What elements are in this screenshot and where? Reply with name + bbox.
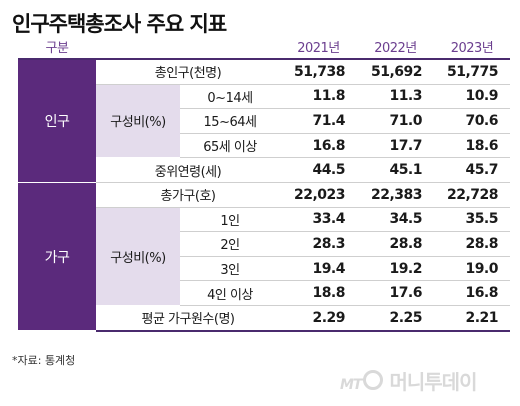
table-header: 구분 2021년 2022년 2023년	[18, 34, 510, 60]
value-cell: 2.21	[434, 305, 510, 332]
value-cell: 51,692	[357, 59, 434, 85]
value-cell: 18.8	[280, 280, 357, 306]
table-row: 인구 총인구(천명) 51,738 51,692 51,775	[18, 59, 510, 183]
value-cell: 22,728	[434, 182, 510, 208]
table-row: 4인 이상 18.8 17.6 16.8	[18, 280, 510, 306]
row-label-median-age: 중위연령(세)	[96, 157, 280, 183]
watermark-logo: MT 머니투데이	[340, 366, 477, 395]
table-row: 2인 28.3 28.8 28.8	[18, 231, 510, 257]
row-label-hh-4: 4인 이상	[180, 280, 280, 306]
row-label-age-15-64: 15~64세	[180, 108, 280, 134]
header-gubun: 구분	[18, 34, 96, 60]
table-row: 15~64세 71.4 71.0 70.6	[18, 108, 510, 134]
value-cell: 18.6	[434, 133, 510, 159]
value-cell: 45.7	[434, 157, 510, 183]
row-label-avg-hh: 평균 가구원수(명)	[96, 305, 280, 332]
value-cell: 19.4	[280, 256, 357, 282]
value-cell: 22,023	[280, 182, 357, 208]
indicator-table: 구분 2021년 2022년 2023년 인구 총인구(천명) 51,738 5…	[18, 34, 510, 332]
value-cell: 17.7	[357, 133, 434, 159]
subgroup-pop-ratio: 구성비(%)	[96, 84, 180, 159]
value-cell: 45.1	[357, 157, 434, 183]
row-label-total-pop: 총인구(천명)	[96, 59, 280, 85]
value-cell: 10.9	[434, 84, 510, 110]
value-cell: 19.0	[434, 256, 510, 282]
value-cell: 35.5	[434, 207, 510, 233]
value-cell: 51,738	[280, 59, 357, 85]
value-cell: 28.3	[280, 231, 357, 257]
value-cell: 28.8	[357, 231, 434, 257]
watermark-mt: MT	[340, 377, 363, 393]
value-cell: 11.8	[280, 84, 357, 110]
row-label-hh-3: 3인	[180, 256, 280, 282]
row-label-hh-1: 1인	[180, 207, 280, 233]
value-cell: 33.4	[280, 207, 357, 233]
value-cell: 71.0	[357, 108, 434, 134]
value-cell: 28.8	[434, 231, 510, 257]
row-label-age-65: 65세 이상	[180, 133, 280, 159]
row-label-age-0-14: 0~14세	[180, 84, 280, 110]
value-cell: 2.29	[280, 305, 357, 332]
source-note: *자료: 통계청	[12, 354, 76, 367]
value-cell: 16.8	[280, 133, 357, 159]
table-row: 3인 19.4 19.2 19.0	[18, 256, 510, 282]
watermark-name: 머니투데이	[389, 370, 477, 394]
value-cell: 19.2	[357, 256, 434, 282]
subgroup-hh-ratio: 구성비(%)	[96, 207, 180, 306]
header-year-2023: 2023년	[434, 34, 510, 60]
table-row: 가구 총가구(호) 22,023 22,383 22,728	[18, 182, 510, 332]
table-row: 평균 가구원수(명) 2.29 2.25 2.21	[18, 305, 510, 332]
page-title: 인구주택총조사 주요 지표	[12, 12, 227, 36]
table-row: 구성비(%) 0~14세 11.8 11.3 10.9	[18, 84, 510, 159]
value-cell: 70.6	[434, 108, 510, 134]
value-cell: 34.5	[357, 207, 434, 233]
header-year-2022: 2022년	[357, 34, 434, 60]
value-cell: 11.3	[357, 84, 434, 110]
table-row: 구성비(%) 1인 33.4 34.5 35.5	[18, 207, 510, 306]
value-cell: 44.5	[280, 157, 357, 183]
value-cell: 16.8	[434, 280, 510, 306]
table-row: 65세 이상 16.8 17.7 18.6	[18, 133, 510, 159]
value-cell: 2.25	[357, 305, 434, 332]
table-row: 중위연령(세) 44.5 45.1 45.7	[18, 157, 510, 183]
value-cell: 71.4	[280, 108, 357, 134]
header-year-2021: 2021년	[280, 34, 357, 60]
group-population: 인구	[18, 59, 96, 183]
row-label-hh-2: 2인	[180, 231, 280, 257]
group-household: 가구	[18, 182, 96, 332]
value-cell: 22,383	[357, 182, 434, 208]
logo-ring-icon	[363, 370, 384, 390]
value-cell: 17.6	[357, 280, 434, 306]
value-cell: 51,775	[434, 59, 510, 85]
row-label-total-hh: 총가구(호)	[96, 182, 280, 208]
